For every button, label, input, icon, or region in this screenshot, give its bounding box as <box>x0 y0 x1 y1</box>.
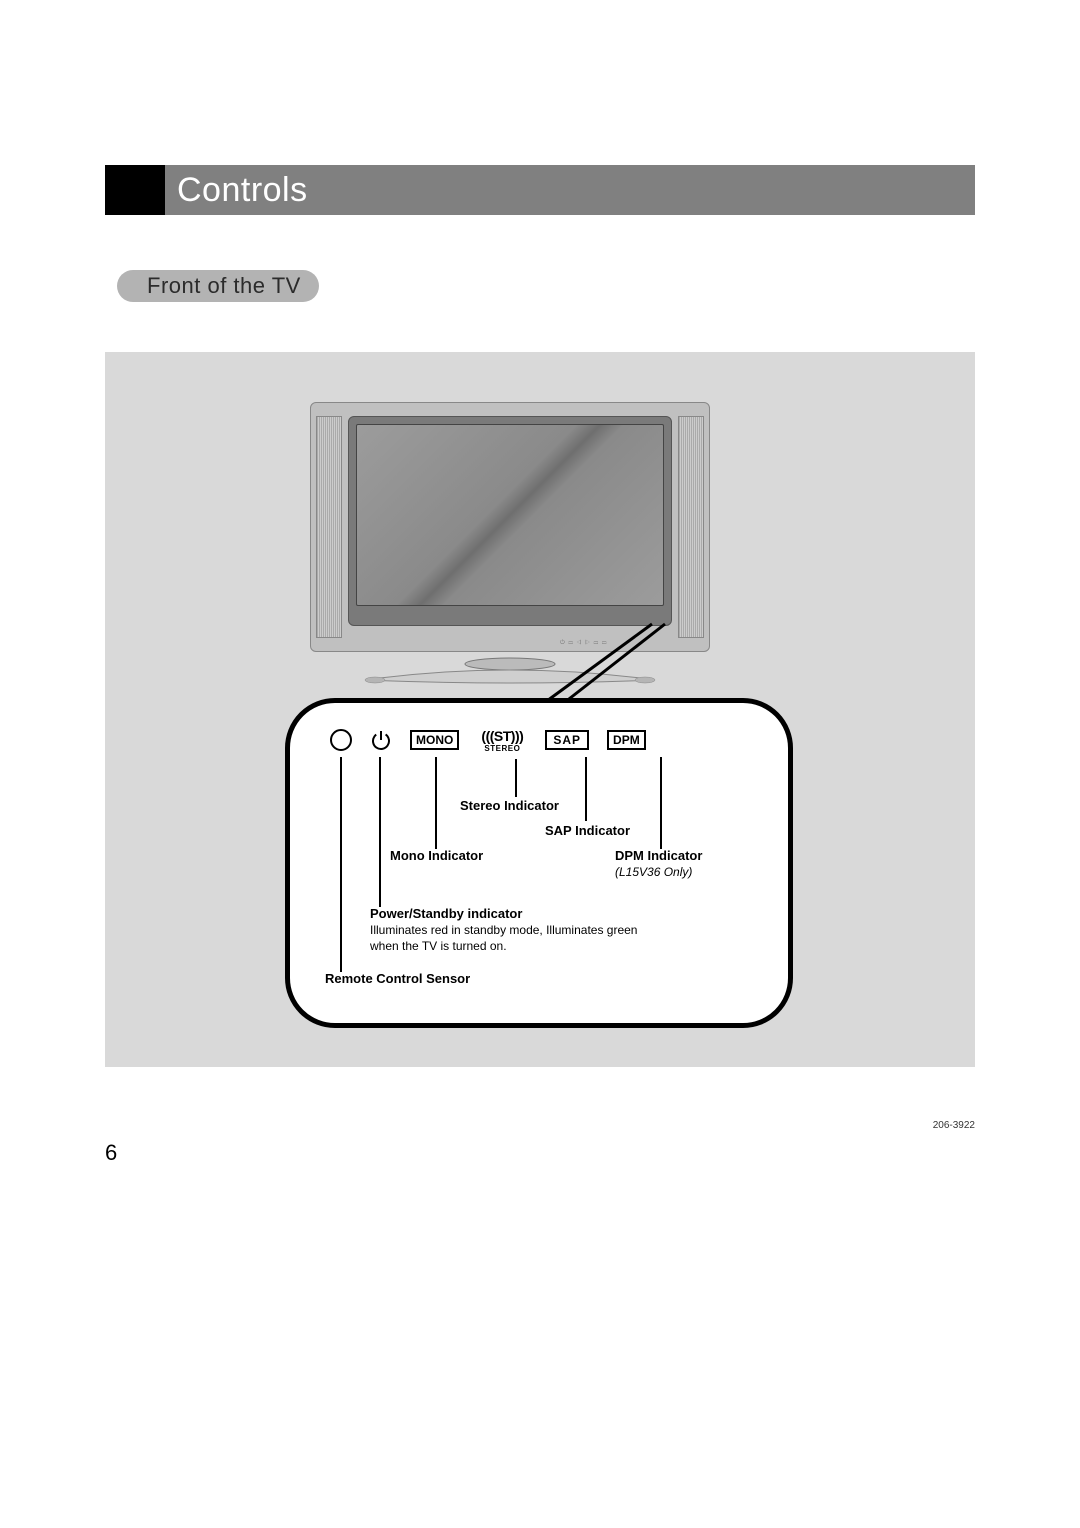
subsection-header: Front of the TV <box>105 270 975 302</box>
section-header: Controls <box>105 165 975 215</box>
label-dpm: DPM Indicator <box>615 848 702 863</box>
label-stereo: Stereo Indicator <box>460 798 559 813</box>
header-bar: Controls <box>165 165 975 215</box>
leader-sap <box>585 757 587 821</box>
indicator-icon-row: MONO (((ST))) STEREO SAP DPM <box>330 725 758 755</box>
callout-bubble: MONO (((ST))) STEREO SAP DPM Stereo Indi… <box>285 698 793 1028</box>
leader-mono <box>435 757 437 849</box>
label-dpm-note: (L15V36 Only) <box>615 865 692 879</box>
leader-remote <box>340 757 342 972</box>
label-remote: Remote Control Sensor <box>325 971 470 986</box>
page-number: 6 <box>105 1140 117 1166</box>
dpm-badge: DPM <box>607 730 646 750</box>
manual-page: Controls Front of the TV ⏻ ▭ ◁ ▷ ▭ ▭ <box>0 0 1080 1528</box>
stereo-icon: (((ST))) STEREO <box>477 728 527 753</box>
subsection-pill: Front of the TV <box>117 270 319 302</box>
leader-power <box>379 757 381 907</box>
power-icon <box>370 729 392 751</box>
sap-badge: SAP <box>545 730 589 750</box>
label-mono: Mono Indicator <box>390 848 483 863</box>
figure-box: ⏻ ▭ ◁ ▷ ▭ ▭ <box>105 352 975 1067</box>
subsection-title: Front of the TV <box>147 273 301 299</box>
stereo-icon-sub: STEREO <box>484 744 520 753</box>
tv-stand <box>355 654 665 684</box>
leader-stereo <box>515 759 517 797</box>
remote-sensor-icon <box>330 729 352 751</box>
label-power-note: Illuminates red in standby mode, Illumin… <box>370 922 660 954</box>
header-accent-block <box>105 165 165 215</box>
label-power: Power/Standby indicator <box>370 906 522 921</box>
tv-illustration: ⏻ ▭ ◁ ▷ ▭ ▭ <box>310 402 710 672</box>
leader-dpm <box>660 757 662 849</box>
section-title: Controls <box>177 171 308 210</box>
tv-speaker-left <box>316 416 342 638</box>
label-sap: SAP Indicator <box>545 823 630 838</box>
mono-badge: MONO <box>410 730 459 750</box>
tv-speaker-right <box>678 416 704 638</box>
tv-panel-icons: ⏻ ▭ ◁ ▷ ▭ ▭ <box>560 640 607 647</box>
doc-id: 206-3922 <box>933 1120 975 1131</box>
stereo-icon-glyph: (((ST))) <box>481 728 523 744</box>
tv-screen <box>356 424 664 606</box>
